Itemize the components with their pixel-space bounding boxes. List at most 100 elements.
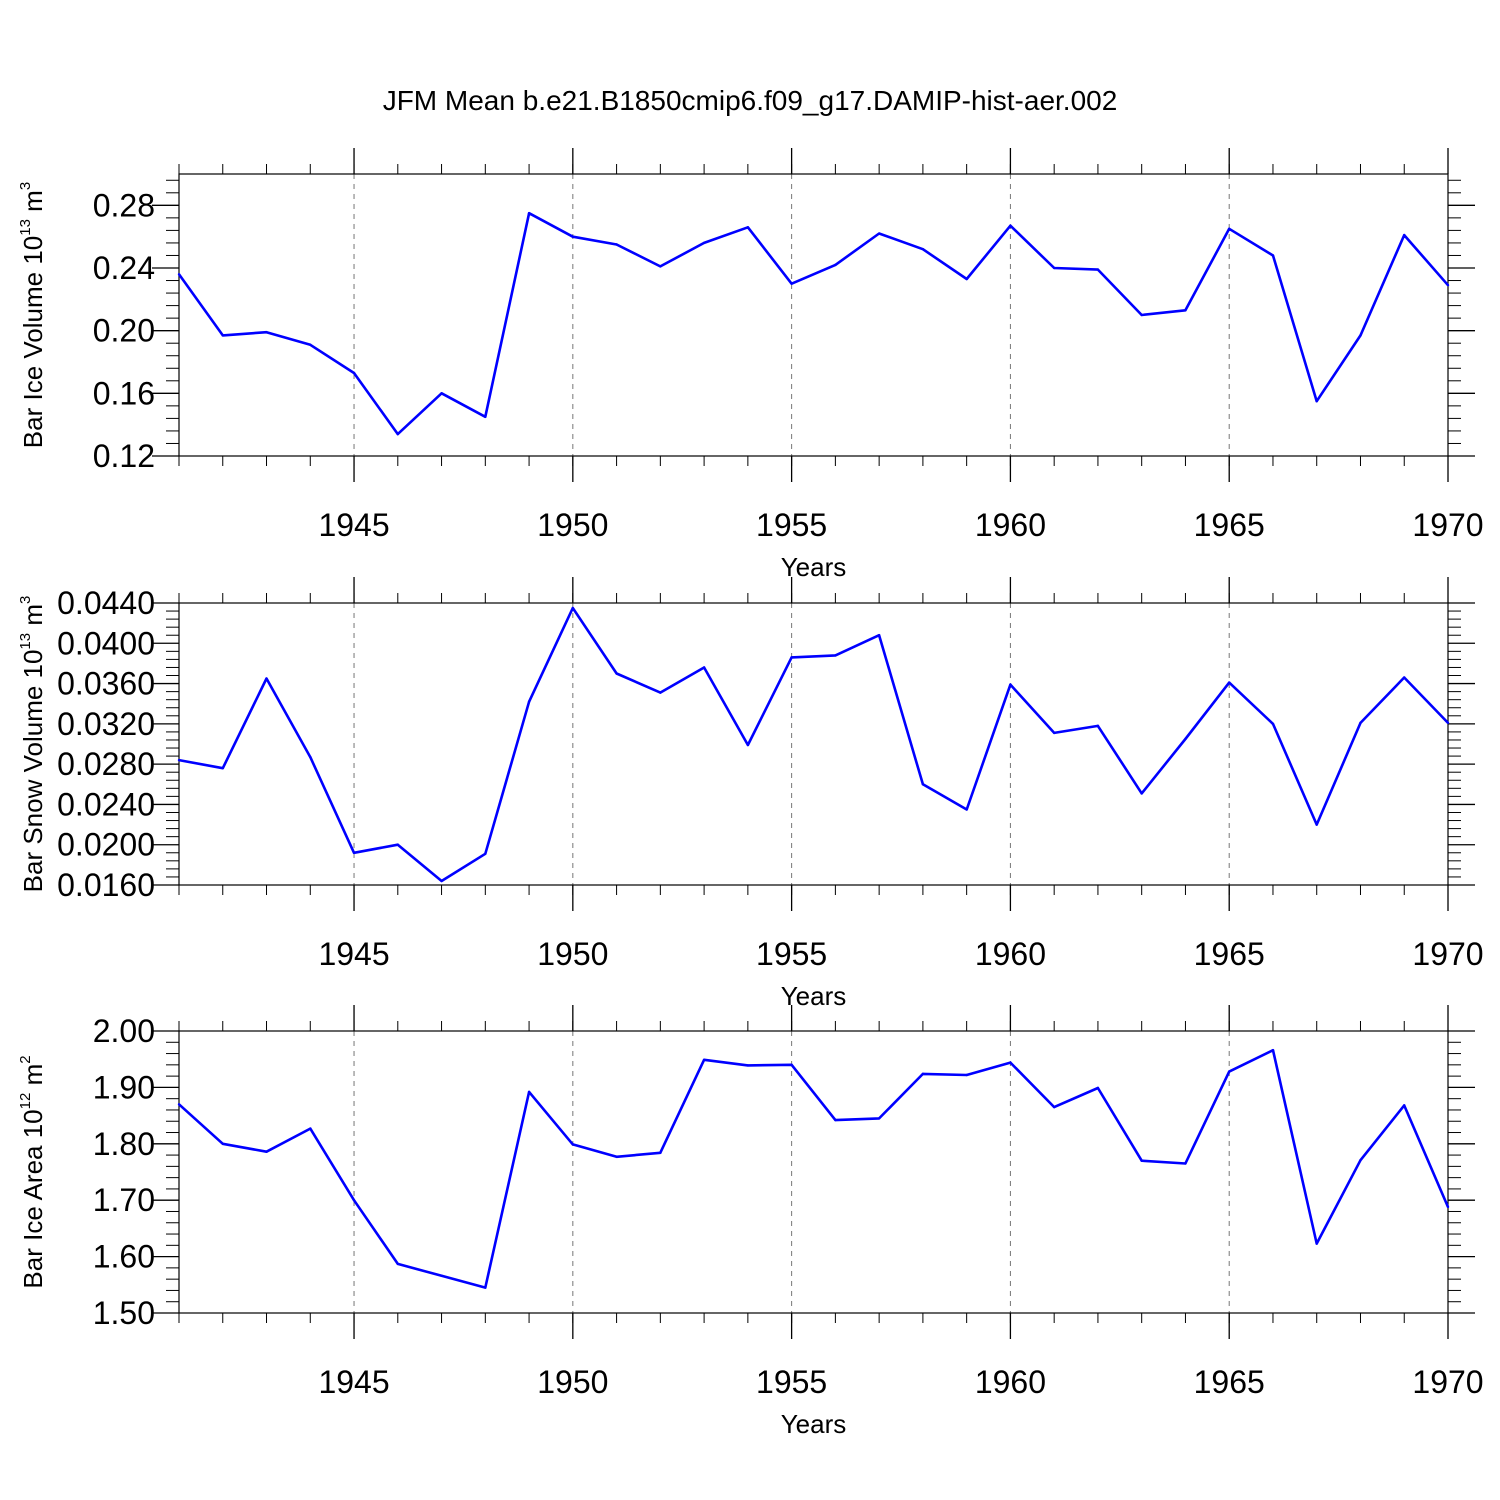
x-tick-label: 1955 [756, 1364, 827, 1400]
data-point [221, 334, 224, 337]
data-point [440, 392, 443, 395]
data-point [615, 243, 618, 246]
x-tick-label: 1965 [1194, 507, 1265, 543]
data-point [177, 273, 181, 276]
data-point [1359, 334, 1362, 337]
data-point [1140, 792, 1143, 795]
x-tick-label: 1965 [1194, 1364, 1265, 1400]
data-point [396, 1262, 399, 1266]
data-point [1446, 284, 1450, 287]
data-point [1184, 737, 1187, 741]
data-point [790, 656, 793, 659]
data-point [527, 700, 531, 703]
y-tick-label: 0.0200 [57, 827, 155, 863]
data-point [834, 654, 837, 657]
data-point [1315, 823, 1318, 826]
y-tick-label: 0.24 [93, 250, 155, 286]
data-point [1315, 1242, 1318, 1245]
data-point [834, 1118, 837, 1122]
data-point [1271, 1048, 1275, 1052]
x-tick-label: 1950 [537, 507, 608, 543]
data-point [921, 248, 925, 251]
panel-2: 1945 1950 1955 1960 1965 1970 0.0160 0.0200 0.02… [17, 577, 1484, 1011]
data-point [834, 263, 837, 267]
y-tick-label: 0.0360 [57, 666, 155, 702]
data-point [265, 1150, 268, 1153]
data-point [571, 606, 575, 610]
data-point [702, 1058, 706, 1061]
x-tick-label: 1960 [975, 1364, 1046, 1400]
plot-frame [178, 1030, 1449, 1314]
data-point [1446, 721, 1450, 725]
data-point [965, 277, 968, 281]
x-tick-label: 1970 [1412, 936, 1483, 972]
x-axis-label: Years [781, 552, 847, 582]
data-point [265, 677, 268, 680]
data-point [746, 226, 750, 229]
data-point [1096, 268, 1100, 271]
data-point [1052, 266, 1056, 270]
panel-3: 1945 1950 1955 1960 1965 1970 1.50 1.60 1.70 1.80… [17, 1005, 1484, 1439]
panel-1: 1945 1950 1955 1960 1965 1970 0.12 0.16 0.20 0.24… [17, 148, 1484, 582]
data-point [177, 1103, 181, 1106]
data-point [746, 743, 750, 747]
data-point [1315, 399, 1318, 403]
data-point [1271, 254, 1275, 257]
data-point [877, 232, 881, 235]
data-point [1359, 721, 1362, 725]
data-point [1052, 1105, 1056, 1109]
series-line [178, 606, 1449, 883]
x-tick-label: 1950 [537, 1364, 608, 1400]
data-point [965, 808, 968, 811]
data-point [1140, 313, 1143, 317]
y-tick-label: 0.28 [93, 187, 155, 223]
x-tick-label: 1945 [318, 1364, 389, 1400]
data-point [309, 1127, 312, 1130]
data-point [921, 1072, 925, 1076]
data-point [352, 1199, 356, 1202]
data-point [571, 1143, 575, 1146]
y-tick-label: 0.0240 [57, 786, 155, 822]
data-point [790, 1063, 793, 1067]
data-point [1228, 227, 1231, 231]
x-tick-label: 1945 [318, 507, 389, 543]
data-point [921, 783, 925, 786]
data-point [1184, 309, 1187, 312]
plot-frame [178, 602, 1449, 886]
data-point [571, 235, 575, 238]
data-point [1228, 1070, 1231, 1073]
data-point [221, 1142, 224, 1146]
y-tick-label: 0.0320 [57, 706, 155, 742]
data-point [1009, 1061, 1012, 1064]
data-point [615, 672, 618, 675]
data-point [1446, 1205, 1450, 1209]
data-point [309, 755, 312, 759]
y-axis-label: Bar Ice Area 1012 m2 [17, 1055, 48, 1288]
data-point [1052, 731, 1056, 735]
data-point [396, 432, 399, 436]
data-point [440, 879, 443, 883]
data-point [1271, 722, 1275, 726]
data-point [746, 1064, 750, 1067]
series-line [178, 1048, 1450, 1289]
data-point [702, 666, 706, 669]
data-point [659, 1151, 662, 1155]
y-tick-label: 0.0400 [57, 625, 155, 661]
y-tick-label: 1.60 [93, 1239, 155, 1275]
data-point [527, 211, 531, 215]
data-point [702, 241, 706, 245]
x-tick-label: 1955 [756, 936, 827, 972]
data-point [352, 371, 356, 375]
data-point [527, 1090, 531, 1094]
data-point [1403, 233, 1406, 237]
y-tick-label: 0.0440 [57, 585, 155, 621]
data-point [877, 634, 881, 637]
data-point [1140, 1159, 1143, 1162]
series-line [177, 211, 1449, 436]
plot-frame [178, 173, 1449, 457]
y-tick-label: 0.20 [93, 313, 155, 349]
data-point [309, 343, 312, 346]
data-point [659, 265, 662, 268]
x-tick-label: 1955 [756, 507, 827, 543]
